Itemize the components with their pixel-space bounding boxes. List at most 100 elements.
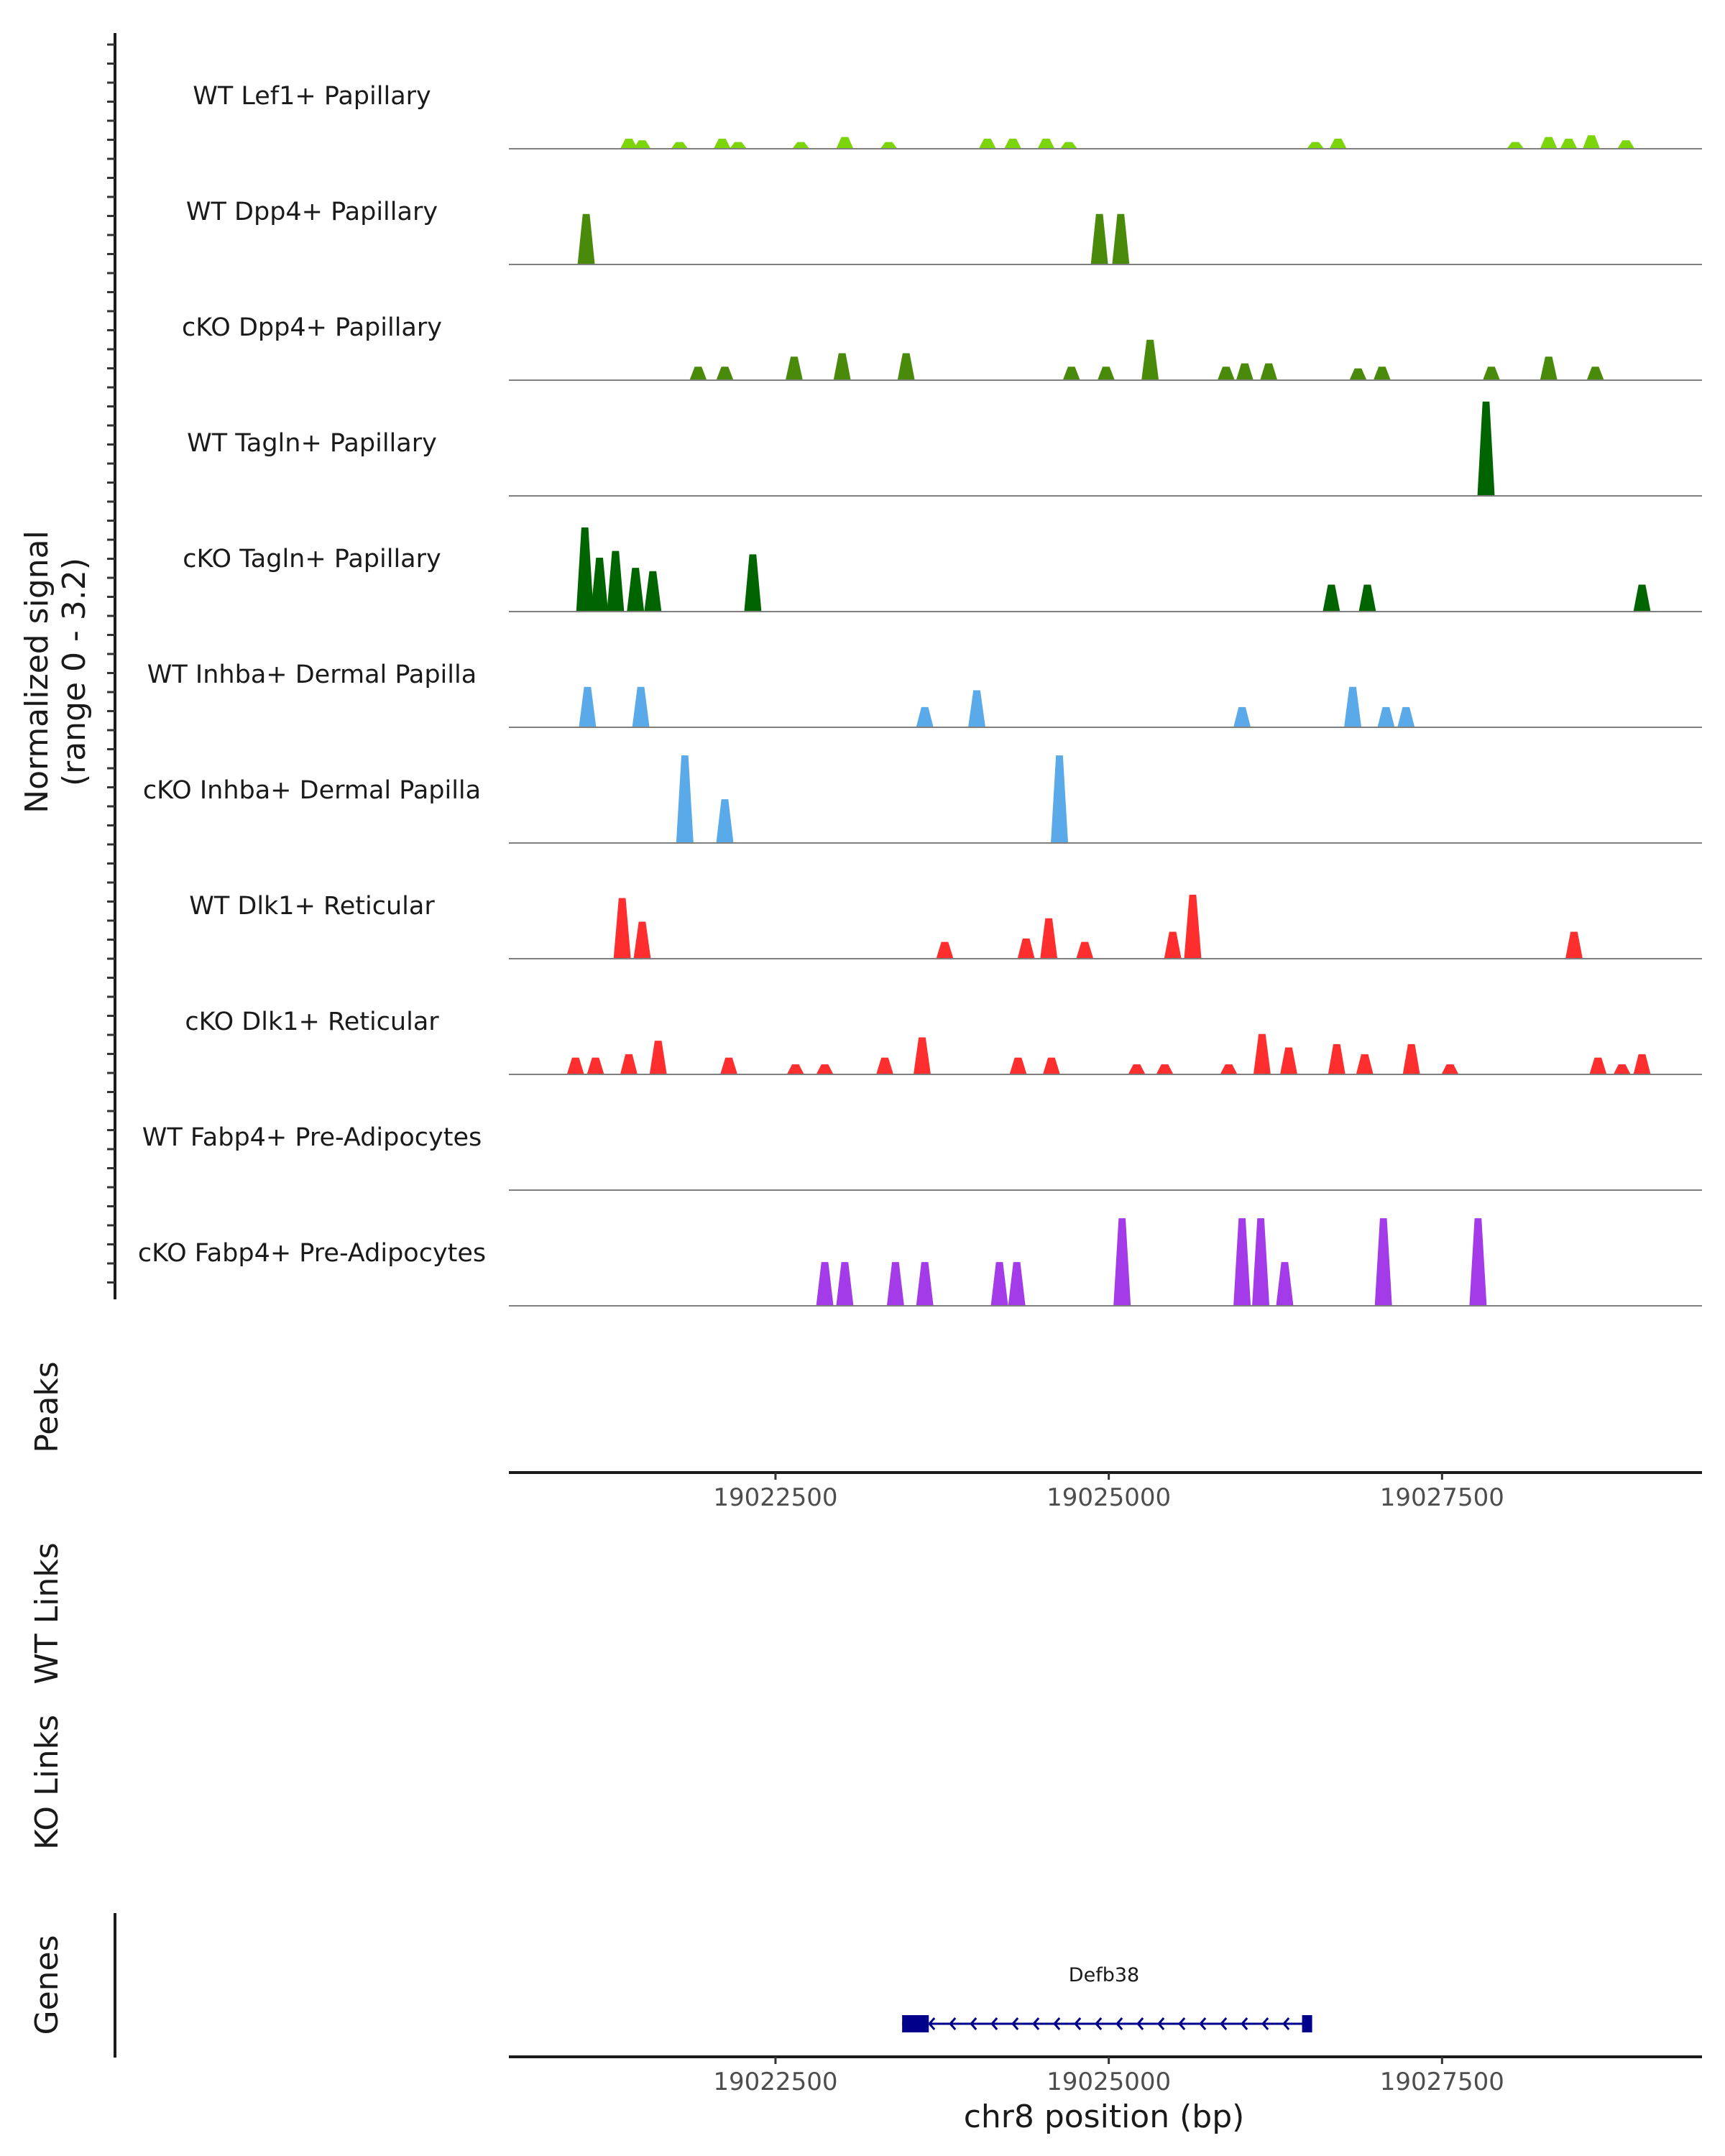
signal-peak [586, 1057, 604, 1074]
peaks-panel-label: Peaks [29, 1361, 65, 1452]
signal-peak [1586, 367, 1604, 380]
x-axis-bottom-ticks: 19022500 19025000 19027500 [713, 2057, 1504, 2096]
track-label: WT Dpp4+ Papillary [186, 198, 438, 226]
signal-peak [1076, 941, 1094, 959]
signal-peak [1008, 1262, 1026, 1306]
strand-arrow [1261, 2017, 1269, 2030]
signal-peak [836, 137, 854, 149]
x-axis-top-ticks: 19022500 19025000 19027500 [713, 1473, 1504, 1512]
strand-arrow [1136, 2017, 1144, 2030]
x-tick-label: 19025000 [1046, 1483, 1171, 1512]
signal-peak [649, 1041, 667, 1074]
signal-peak [1565, 931, 1583, 959]
signal-peak [620, 1054, 638, 1074]
track-5: WT Inhba+ Dermal Papilla [147, 660, 1702, 728]
signal-peak [1589, 1057, 1607, 1074]
strand-arrow [1011, 2017, 1019, 2030]
signal-peak [1540, 356, 1558, 380]
signal-peak [916, 1262, 934, 1306]
y-axis-title-line-2: (range 0 - 3.2) [56, 558, 93, 786]
x-tick-label: 19027500 [1380, 2068, 1504, 2096]
signal-peak [1358, 584, 1376, 612]
signal-peak [1397, 706, 1415, 727]
signal-peak [1280, 1047, 1298, 1074]
track-4: cKO Tagln+ Papillary [183, 527, 1702, 612]
track-0: WT Lef1+ Papillary [193, 82, 1702, 149]
signal-peak [1042, 1057, 1060, 1074]
track-label: cKO Dpp4+ Papillary [182, 313, 442, 342]
signal-peak [1477, 401, 1495, 496]
signal-peak [1051, 755, 1069, 843]
strand-arrow [1282, 2017, 1290, 2030]
signal-peak [720, 1057, 738, 1074]
signal-peak [913, 1037, 931, 1074]
signal-peak [620, 138, 638, 149]
signal-peak [1233, 1218, 1251, 1306]
signal-peak [833, 353, 851, 380]
signal-peak [786, 1064, 804, 1074]
signal-peak [1062, 367, 1080, 380]
track-label: WT Dlk1+ Reticular [189, 892, 435, 921]
signal-peak [1276, 1262, 1294, 1306]
track-3: WT Tagln+ Papillary [187, 401, 1702, 497]
gene-exon [902, 2015, 929, 2032]
signal-peak [816, 1262, 834, 1306]
signal-peak [1097, 367, 1115, 380]
signal-peak [1090, 213, 1108, 264]
signal-peak [633, 921, 651, 959]
signal-peak [916, 706, 934, 727]
x-tick-label: 19027500 [1380, 1483, 1504, 1512]
signal-peak [1156, 1064, 1174, 1074]
track-label: WT Lef1+ Papillary [193, 82, 431, 111]
strand-arrow [1199, 2017, 1207, 2030]
track-9: WT Fabp4+ Pre-Adipocytes [142, 1123, 1702, 1191]
signal-peak [1059, 142, 1077, 149]
signal-peak [876, 1057, 894, 1074]
signal-peak [632, 686, 650, 727]
track-label: cKO Dlk1+ Reticular [185, 1008, 439, 1036]
strand-arrow [1095, 2017, 1103, 2030]
track-7: WT Dlk1+ Reticular [189, 892, 1702, 959]
signal-peak [968, 690, 986, 727]
signal-peak [1328, 1044, 1346, 1074]
signal-peak [1613, 1064, 1631, 1074]
strand-arrow [1116, 2017, 1123, 2030]
signal-peak [644, 571, 662, 612]
x-axis-bottom: 19022500 19025000 19027500 [509, 2055, 1702, 2096]
signal-peak [816, 1064, 834, 1074]
signal-peak [1482, 367, 1500, 380]
ko-links-panel-label: KO Links [29, 1715, 65, 1850]
genes-panel-label: Genes [29, 1935, 65, 2035]
signal-peak [1329, 138, 1347, 149]
signal-peak [1037, 138, 1055, 149]
strand-arrow [1053, 2017, 1061, 2030]
signal-peak [713, 138, 731, 149]
signal-peak [576, 527, 594, 612]
track-label: WT Tagln+ Papillary [187, 429, 437, 458]
gene-track: Defb38 [902, 1964, 1312, 2032]
track-label: cKO Inhba+ Dermal Papilla [143, 776, 481, 805]
signal-peak [1260, 363, 1278, 380]
signal-peak [744, 554, 762, 612]
signal-peak [1349, 368, 1367, 380]
track-label: cKO Tagln+ Papillary [183, 545, 441, 573]
signal-peak [1233, 706, 1251, 727]
signal-peak [607, 550, 625, 612]
y-axis [107, 33, 116, 1299]
signal-peak [1040, 918, 1058, 959]
signal-peak [1402, 1044, 1420, 1074]
signal-peak [1506, 142, 1524, 149]
signal-peak [1112, 213, 1130, 264]
signal-peak [886, 1262, 904, 1306]
signal-peak [613, 898, 631, 959]
y-axis-ticks [107, 43, 115, 1284]
x-axis-top: 19022500 19025000 19027500 [509, 1471, 1702, 1512]
signal-peak [1373, 367, 1391, 380]
signal-peak [1344, 686, 1362, 727]
signal-peak [1374, 1218, 1392, 1306]
strand-arrow [1157, 2017, 1165, 2030]
wt-links-panel-label: WT Links [29, 1542, 65, 1684]
gene-exon [1302, 2015, 1312, 2032]
signal-peak [1164, 931, 1182, 959]
